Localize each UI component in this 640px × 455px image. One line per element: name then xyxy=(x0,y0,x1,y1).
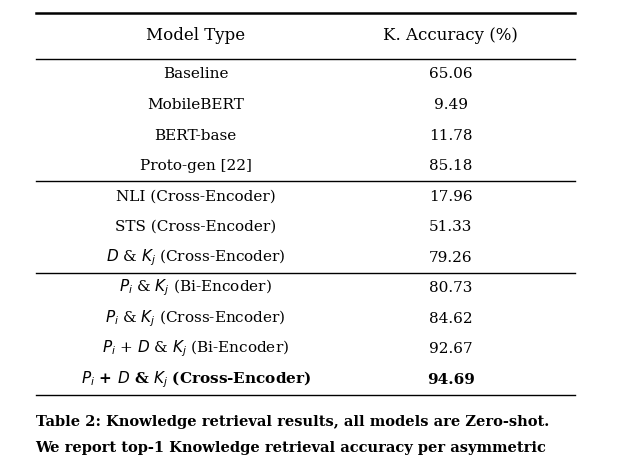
Text: $\mathit{P}_i$ + $\mathit{D}$ & $\mathit{K}_j$ (Bi-Encoder): $\mathit{P}_i$ + $\mathit{D}$ & $\mathit… xyxy=(102,339,289,359)
Text: 11.78: 11.78 xyxy=(429,128,472,142)
Text: 84.62: 84.62 xyxy=(429,312,472,326)
Text: K. Accuracy (%): K. Accuracy (%) xyxy=(383,27,518,45)
Text: $\mathit{P}_i$ & $\mathit{K}_j$ (Bi-Encoder): $\mathit{P}_i$ & $\mathit{K}_j$ (Bi-Enco… xyxy=(119,278,272,298)
Text: We report top-1 Knowledge retrieval accuracy per asymmetric: We report top-1 Knowledge retrieval accu… xyxy=(36,441,547,455)
Text: 92.67: 92.67 xyxy=(429,342,472,356)
Text: $\mathit{D}$ & $\mathit{K}_j$ (Cross-Encoder): $\mathit{D}$ & $\mathit{K}_j$ (Cross-Enc… xyxy=(106,247,285,268)
Text: Model Type: Model Type xyxy=(146,27,245,45)
Text: 79.26: 79.26 xyxy=(429,251,472,264)
Text: NLI (Cross-Encoder): NLI (Cross-Encoder) xyxy=(116,190,276,203)
Text: 94.69: 94.69 xyxy=(427,373,475,387)
Text: 17.96: 17.96 xyxy=(429,190,472,203)
Text: 9.49: 9.49 xyxy=(434,98,468,112)
Text: 65.06: 65.06 xyxy=(429,67,472,81)
Text: 51.33: 51.33 xyxy=(429,220,472,234)
Text: Table 2: Knowledge retrieval results, all models are Zero-shot.: Table 2: Knowledge retrieval results, al… xyxy=(36,415,549,429)
Text: 80.73: 80.73 xyxy=(429,281,472,295)
Text: $\mathit{P}_i$ + $\mathit{D}$ & $\mathit{K}_j$ (Cross-Encoder): $\mathit{P}_i$ + $\mathit{D}$ & $\mathit… xyxy=(81,369,311,390)
Text: MobileBERT: MobileBERT xyxy=(147,98,244,112)
Text: 85.18: 85.18 xyxy=(429,159,472,173)
Text: Proto-gen [22]: Proto-gen [22] xyxy=(140,159,252,173)
Text: STS (Cross-Encoder): STS (Cross-Encoder) xyxy=(115,220,276,234)
Text: Baseline: Baseline xyxy=(163,67,228,81)
Text: $\mathit{P}_i$ & $\mathit{K}_j$ (Cross-Encoder): $\mathit{P}_i$ & $\mathit{K}_j$ (Cross-E… xyxy=(106,308,286,329)
Text: BERT-base: BERT-base xyxy=(155,128,237,142)
